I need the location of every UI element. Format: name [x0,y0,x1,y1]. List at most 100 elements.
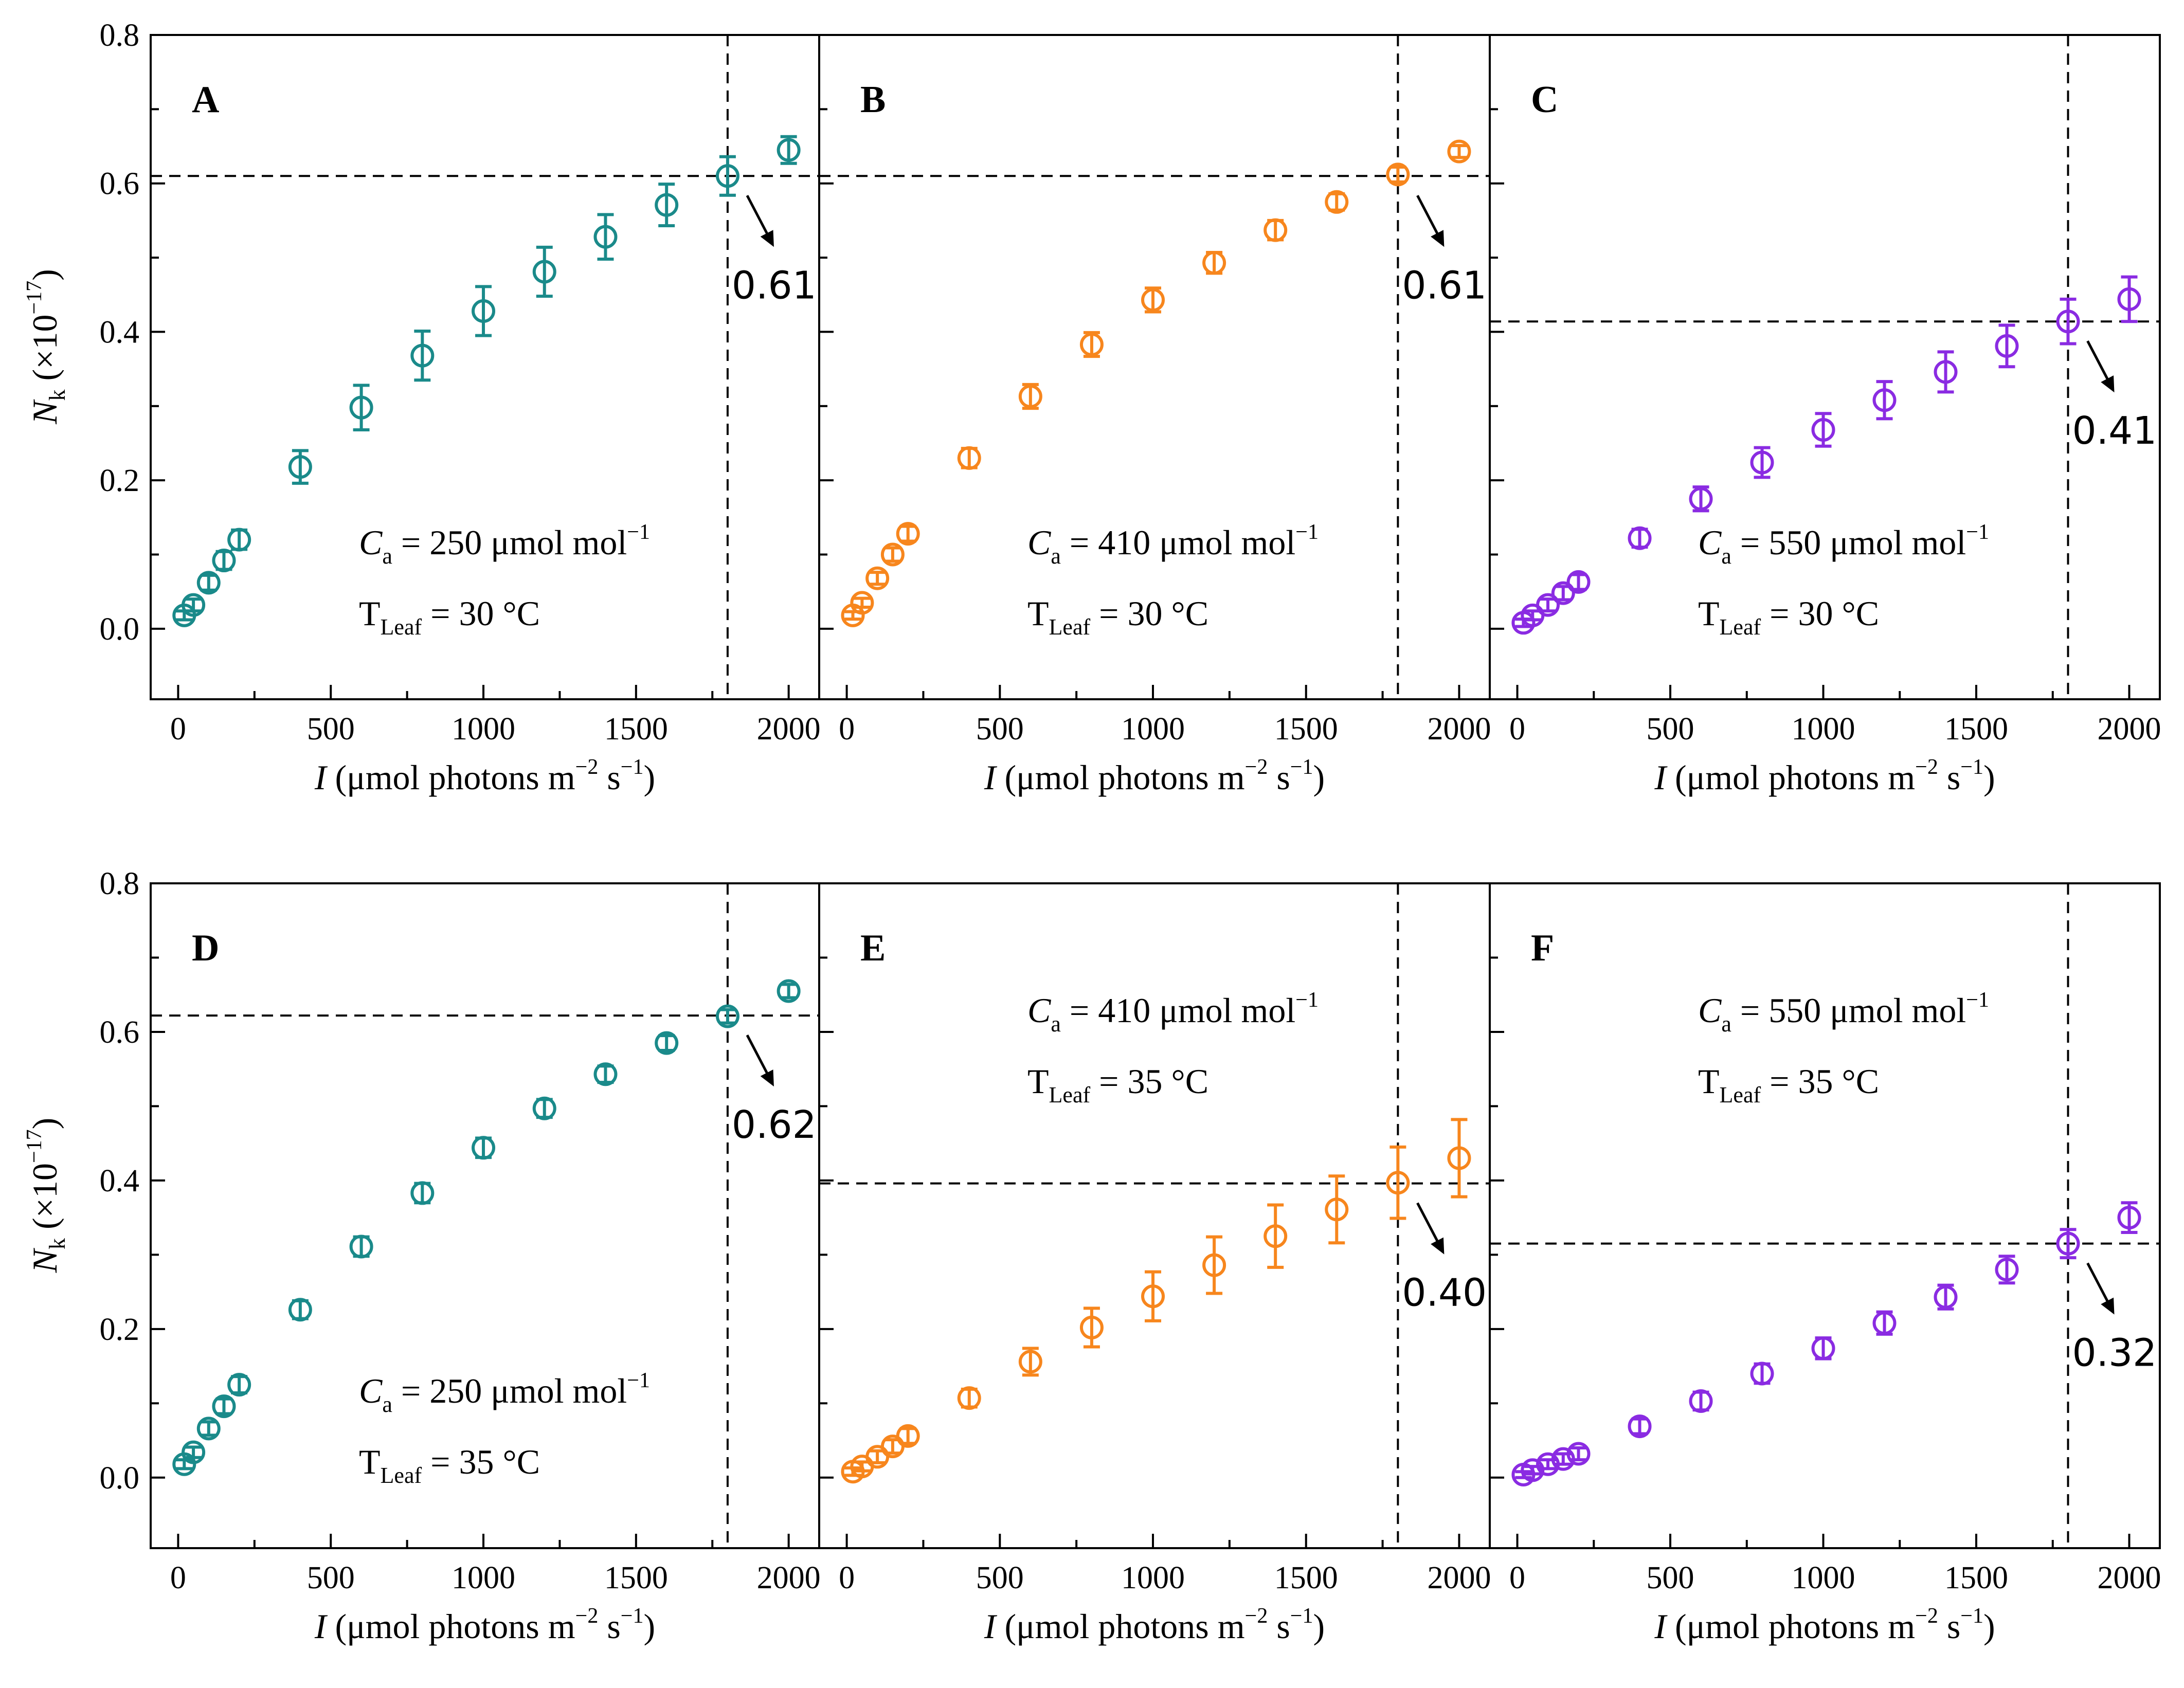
x-tick-label: 2000 [757,712,821,747]
data-point [655,193,679,217]
x-tick-label: 1000 [452,712,515,747]
x-tick-label: 1500 [1944,712,2008,747]
data-point [1018,1350,1042,1374]
y-tick-label: 0.0 [100,1461,140,1496]
data-point [196,571,221,595]
panel-letter: F [1531,927,1554,969]
condition-tleaf: TLeaf = 30 °C [359,594,540,640]
y-tick-label: 0.0 [100,612,140,647]
data-point [1628,526,1652,550]
annotation-value: 0.40 [1402,1271,1487,1315]
data-point [957,446,981,470]
data-point [2056,1231,2080,1256]
data-point [227,528,251,552]
x-tick-label: 1000 [452,1560,515,1595]
panel-e: 0 500 1000 1500 2000 I (μmol photons m−2 s−1)… [818,882,1491,1646]
data-point [1079,332,1104,356]
data-point [227,1373,251,1397]
panel-letter: D [192,927,219,969]
x-axis-label: I (μmol photons m−2 s−1) [984,1604,1325,1646]
data-point [288,455,312,479]
y-axis-label: Nk (×10−17) [23,269,70,425]
data-point [715,164,739,188]
data-point [532,260,556,284]
x-tick-label: 2000 [1427,712,1491,747]
x-tick-label: 1500 [1274,1560,1338,1595]
data-point [1264,218,1288,242]
data-point [1811,418,1835,442]
annotation-value: 0.41 [2072,409,2157,453]
data-point [1264,1224,1288,1248]
x-tick-label: 500 [976,712,1024,747]
data-point [1872,388,1897,412]
x-tick-label: 1000 [1792,712,1855,747]
data-point [1566,1442,1591,1466]
data-point [715,1004,739,1028]
data-point [1551,581,1575,605]
y-tick-label: 0.8 [100,866,140,901]
data-point [1566,570,1591,594]
data-point [1689,487,1713,511]
x-tick-label: 0 [1509,1560,1525,1595]
x-tick-label: 0 [839,1560,855,1595]
x-axis-label: I (μmol photons m−2 s−1) [1654,755,1995,797]
data-point [1202,251,1226,275]
condition-ca: Ca = 550 μmol mol−1 [1698,988,1989,1037]
data-point [1386,1171,1410,1195]
data-point [1934,1285,1958,1309]
x-tick-label: 2000 [757,1560,821,1595]
data-point [777,138,801,162]
condition-ca: Ca = 410 μmol mol−1 [1027,988,1319,1037]
data-point [349,395,373,420]
x-tick-label: 1000 [1792,1560,1855,1595]
panel-letter: E [860,927,886,969]
annotation-arrowhead [2101,375,2115,393]
data-point [2117,287,2141,311]
data-point [1141,1284,1165,1309]
data-point [1202,1253,1226,1277]
data-point [1079,1315,1104,1339]
plot-frame [1489,34,2161,700]
data-point [472,299,496,323]
data-point [850,591,874,615]
y-tick-label: 0.4 [100,1164,140,1199]
y-tick-label: 0.6 [100,1015,140,1050]
y-tick-label: 0.2 [100,1312,140,1347]
data-point [1750,450,1774,475]
condition-tleaf: TLeaf = 30 °C [1027,594,1208,640]
data-point [1750,1362,1774,1386]
data-point [182,1440,206,1464]
condition-ca: Ca = 410 μmol mol−1 [1027,520,1319,569]
condition-ca: Ca = 250 μmol mol−1 [359,1369,650,1417]
condition-tleaf: TLeaf = 35 °C [1027,1062,1208,1108]
annotation-arrowhead [760,230,774,247]
annotation-value: 0.62 [732,1103,817,1147]
data-point [1811,1336,1835,1360]
x-tick-label: 0 [170,712,186,747]
x-tick-label: 2000 [2098,1560,2161,1595]
panel-letter: B [860,79,886,121]
data-point [1689,1389,1713,1413]
data-point [593,1062,618,1086]
plot-frame [818,882,1491,1549]
data-point [288,1298,312,1322]
data-point [2056,310,2080,334]
y-tick-label: 0.6 [100,167,140,202]
data-point [349,1235,373,1259]
data-point [472,1136,496,1160]
data-point [182,593,206,617]
x-tick-label: 1500 [604,1560,668,1595]
x-tick-label: 2000 [2098,712,2161,747]
y-tick-label: 0.8 [100,18,140,53]
x-axis-label: I (μmol photons m−2 s−1) [314,1604,655,1646]
data-point [410,1181,435,1205]
data-point [896,522,920,546]
condition-ca: Ca = 250 μmol mol−1 [359,520,650,569]
x-tick-label: 0 [1509,712,1525,747]
data-point [1872,1311,1897,1335]
annotation-arrowhead [1431,1237,1445,1255]
data-point [1447,139,1471,164]
x-axis-label: I (μmol photons m−2 s−1) [984,755,1325,797]
data-point [196,1417,221,1441]
